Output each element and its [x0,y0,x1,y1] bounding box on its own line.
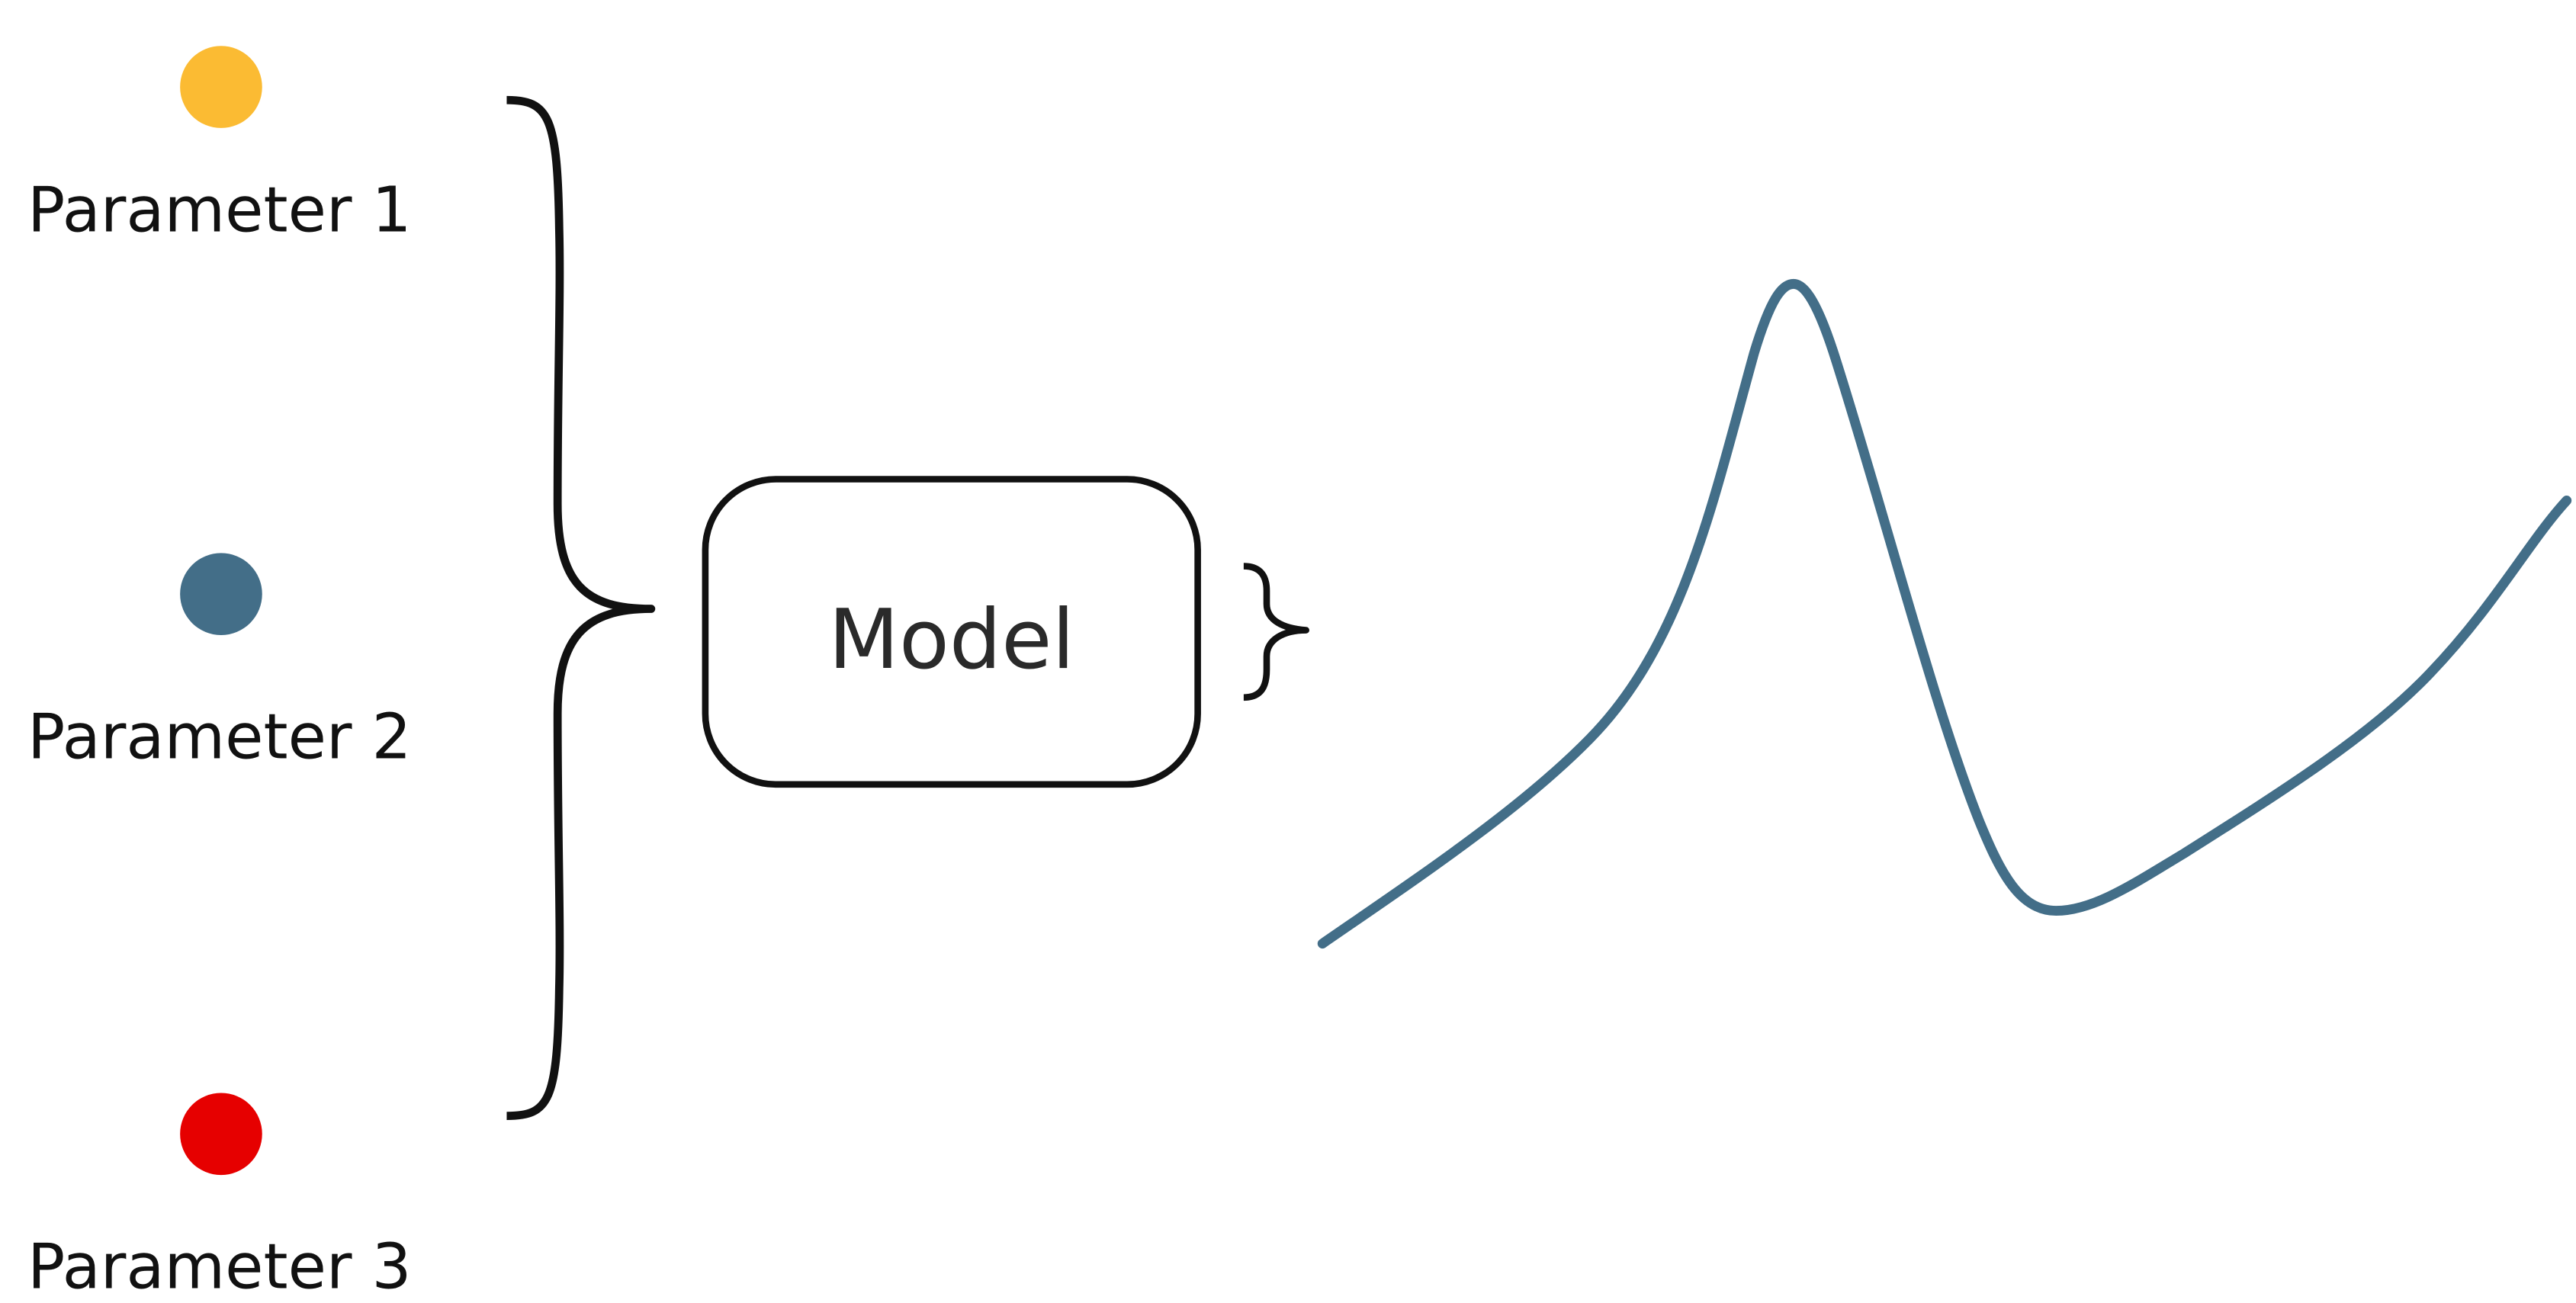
output-curve [1317,278,2572,949]
parameter-2: Parameter 2 [27,553,412,773]
parameters-brace [506,95,656,1121]
parameter-3-label: Parameter 3 [27,1231,412,1303]
parameter-1-dot [180,46,262,128]
parameter-3: Parameter 3 [27,1093,412,1303]
model-node: Model [702,476,1201,788]
parameter-2-label: Parameter 2 [27,701,412,773]
output-brace [1243,563,1309,701]
model-box [702,476,1201,788]
model-label: Model [828,592,1074,688]
parameter-3-dot [180,1093,262,1176]
parameter-1: Parameter 1 [27,46,412,246]
parameter-2-dot [180,553,262,635]
parameter-1-label: Parameter 1 [27,174,412,246]
